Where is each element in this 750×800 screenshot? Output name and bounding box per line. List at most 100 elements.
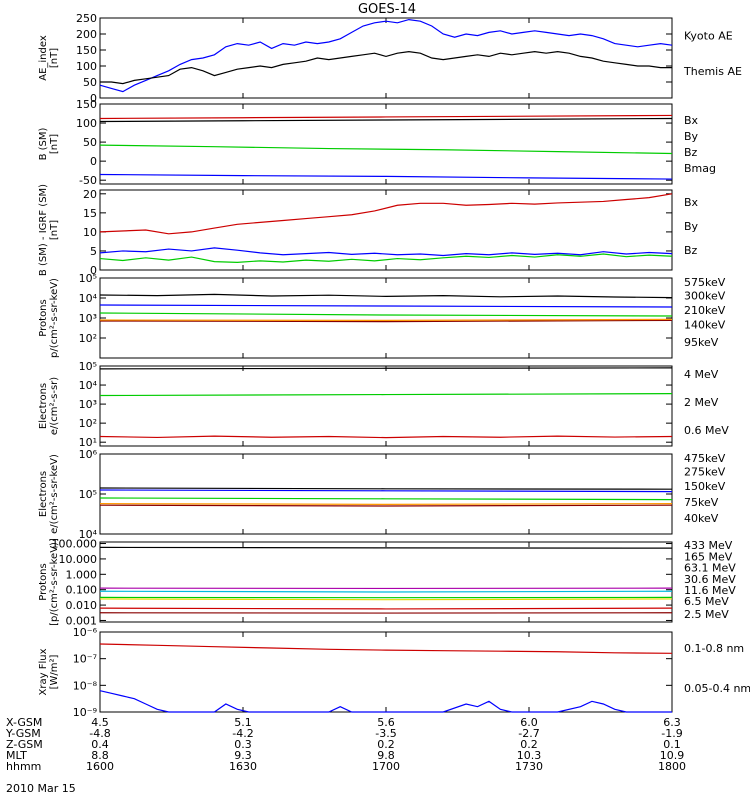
ephemeris-value: 10.3 [517, 749, 542, 762]
panel-electrons2: 10⁴ 10⁵ 10⁶ Electronse/(cm²-s-sr-keV) 475keV… [38, 448, 726, 541]
series-line-11-6-mev [99, 590, 673, 593]
y-tick-label: 0.100 [66, 584, 98, 597]
y-tick-label: 15 [83, 207, 97, 220]
y-tick-label: 10⁴ [79, 379, 98, 392]
legend-entry: 300keV [684, 290, 726, 303]
y-tick-label: 10⁵ [79, 488, 97, 501]
ephemeris-value: 10.9 [660, 749, 685, 762]
legend-entry: 0.1-0.8 nm [684, 642, 744, 655]
legend-entry: Bx [684, 114, 699, 127]
legend-entry: 165 MeV [684, 550, 733, 563]
series-line-bx [99, 173, 673, 180]
legend-entry: Bz [684, 244, 698, 257]
series-line-0-05-0-4-nm [99, 690, 672, 713]
y-tick-label: 100 [76, 60, 97, 73]
y-axis-label: Xray Flux[W/m²] [38, 648, 60, 695]
ephemeris-value: 0.4 [91, 738, 109, 751]
panel-frame [99, 277, 673, 359]
ephemeris-value: 5.6 [377, 716, 395, 729]
panel-ae: 0 50 100 150 200 250 AE_index[nT] Kyoto AE Themi… [38, 12, 742, 105]
ephemeris-value: 6.0 [520, 716, 538, 729]
date-label: 2010 Mar 15 [6, 782, 76, 795]
panel-frame [99, 631, 673, 713]
legend-entry: 2.5 MeV [684, 608, 729, 621]
y-tick-label: 50 [83, 136, 97, 149]
legend-entry: Themis AE [683, 65, 742, 78]
legend-entry: Bx [684, 196, 699, 209]
y-tick-label: 5 [90, 245, 97, 258]
ephemeris-value: 1730 [515, 760, 543, 773]
y-tick-label: 10⁻⁸ [73, 679, 98, 692]
legend-entry: 75keV [684, 496, 719, 509]
y-tick-label: 0.001 [66, 614, 98, 627]
legend-entry: 63.1 MeV [684, 562, 736, 575]
series-line-210kev [99, 312, 673, 317]
panel-protons: 10² 10³ 10⁴ 10⁵ Protonsp/(cm²-s-sr-keV) 575ke… [38, 272, 726, 359]
legend-entry: Bz [684, 146, 698, 159]
series-line-bz [99, 114, 673, 120]
y-tick-label: 20 [83, 188, 97, 201]
y-tick-label: -50 [79, 174, 97, 187]
ephemeris-label: hhmm [6, 760, 41, 773]
ephemeris-value: 1700 [372, 760, 400, 773]
legend-entry: Bmag [684, 162, 716, 175]
y-tick-label: 10³ [79, 312, 97, 325]
legend-entry: 4 MeV [684, 368, 719, 381]
y-tick-label: 200 [76, 28, 97, 41]
y-tick-label: 0 [90, 92, 97, 105]
y-tick-label: 10⁻⁹ [73, 706, 97, 719]
legend-entry: 210keV [684, 304, 726, 317]
y-tick-label: 10⁶ [79, 448, 98, 461]
y-axis-label: Electronse/(cm²-s-sr-keV) [38, 454, 60, 534]
series-line-by [99, 144, 673, 155]
legend-entry: 475keV [684, 452, 726, 465]
series-line-0-6-mev [99, 367, 673, 370]
ephemeris-value: 1600 [86, 760, 114, 773]
ephemeris-value: -4.8 [89, 727, 110, 740]
ephemeris-label: Y-GSM [5, 727, 41, 740]
y-tick-label: 0 [90, 155, 97, 168]
panel-db: 0 5 10 15 20 B (SM) - IGRF (SM)[nT] Bx By Bz [38, 184, 699, 277]
ephemeris-value: 5.1 [234, 716, 252, 729]
series-line-475kev [99, 504, 673, 507]
y-tick-label: 10 [83, 226, 97, 239]
y-tick-label: 0.010 [66, 599, 98, 612]
y-tick-label: 0 [90, 264, 97, 277]
panel-frame [99, 541, 673, 623]
legend-entry: By [684, 130, 699, 143]
ephemeris-label: Z-GSM [6, 738, 43, 751]
ephemeris-value: 0.2 [520, 738, 538, 751]
panel-protons2: 0.001 0.010 0.100 1.000 10.000 100.000Protons… [38, 538, 736, 628]
ephemeris-value: 6.3 [663, 716, 681, 729]
ephemeris-value: 0.3 [234, 738, 252, 751]
y-tick-label: 10⁴ [79, 292, 98, 305]
ephemeris-value: -3.5 [375, 727, 396, 740]
series-line-2-5-mev [99, 546, 673, 549]
legend-entry: 95keV [684, 336, 719, 349]
y-tick-label: 10⁴ [79, 528, 98, 541]
legend-entry: 30.6 MeV [684, 573, 736, 586]
y-tick-label: 150 [76, 44, 97, 57]
y-tick-label: 10⁻⁶ [73, 626, 98, 639]
series-line-40kev [99, 487, 673, 490]
legend-entry: 40keV [684, 512, 719, 525]
y-tick-label: 100 [76, 117, 97, 130]
series-line-275kev [99, 503, 673, 505]
series-line-bmag [99, 117, 673, 123]
legend-entry: Kyoto AE [684, 30, 733, 43]
series-line-themis-ae [100, 50, 672, 85]
y-tick-label: 10³ [79, 398, 97, 411]
panel-frame [99, 453, 673, 535]
ephemeris-footer: X-GSM 4.5 5.1 5.6 6.0 6.3 Y-GSM -4.8 -4.2 -3.5 -2.… [5, 716, 686, 773]
legend-entry: 6.5 MeV [684, 595, 729, 608]
ephemeris-value: -2.7 [518, 727, 539, 740]
panel-b: -50 0 50 100 150 B (SM)[nT] Bx By Bz Bmag [38, 98, 716, 187]
series-line-bz [99, 193, 673, 235]
ephemeris-value: -1.9 [661, 727, 682, 740]
y-tick-label: 10² [79, 417, 97, 430]
series-line-0-1-0-8-nm [99, 643, 673, 654]
legend-entry: 140keV [684, 318, 726, 331]
series-line-63-1-mev [99, 598, 673, 601]
series-line-4-mev [99, 435, 673, 439]
